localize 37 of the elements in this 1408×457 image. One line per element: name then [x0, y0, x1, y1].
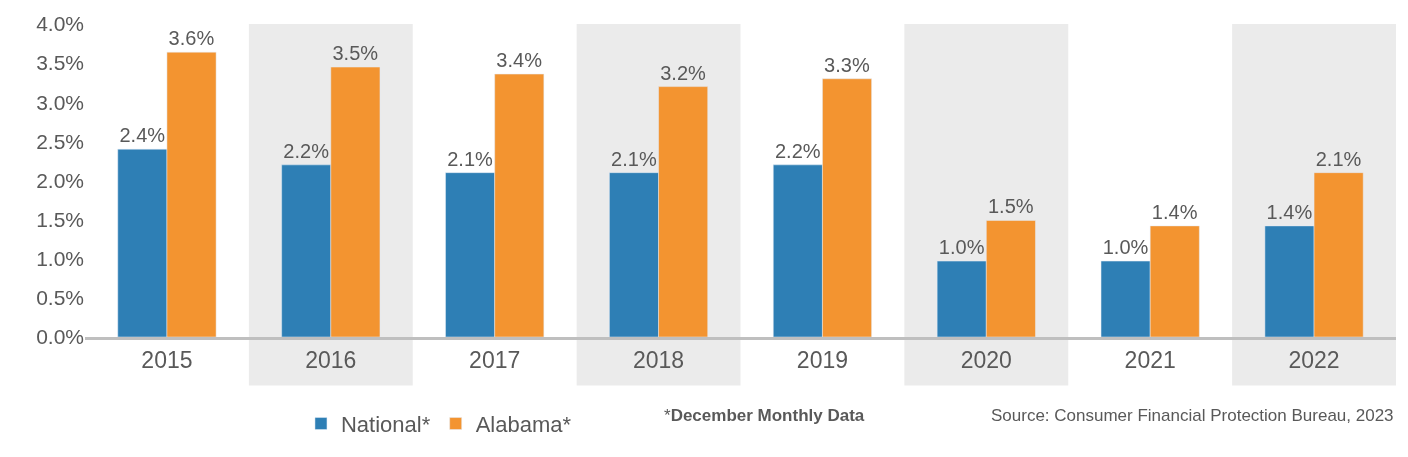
data-label: 3.2%: [660, 61, 707, 84]
data-label: 3.4%: [496, 49, 543, 72]
data-label: 1.0%: [938, 236, 985, 259]
data-label: 1.4%: [1266, 200, 1313, 223]
x-tick-label: 2019: [796, 346, 849, 373]
y-tick-label: 2.5%: [36, 129, 84, 153]
x-tick-label: 2015: [141, 346, 193, 373]
data-label: 1.5%: [987, 195, 1034, 218]
y-tick-label: 4.0%: [36, 12, 84, 36]
y-tick-label: 1.0%: [36, 247, 84, 271]
data-label: 2.1%: [1315, 147, 1362, 170]
data-label: 2.1%: [447, 147, 494, 170]
data-label: 3.3%: [824, 53, 870, 76]
data-label: 2.4%: [119, 124, 166, 147]
legend-label: Alabama*: [475, 412, 572, 438]
y-tick-label: 1.5%: [36, 207, 84, 231]
data-label: 3.6%: [168, 27, 215, 50]
x-tick-label: 2017: [469, 346, 521, 373]
data-label: 3.5%: [332, 42, 379, 65]
legend-label: National*: [340, 412, 431, 438]
data-label: 1.4%: [1151, 200, 1198, 223]
x-tick-label: 2018: [632, 346, 685, 373]
y-tick-label: 2.0%: [36, 168, 84, 192]
data-label: 1.0%: [1102, 236, 1149, 259]
data-label: 2.1%: [611, 147, 657, 170]
data-label: 2.2%: [283, 139, 330, 162]
y-tick-label: 0.0%: [36, 325, 84, 349]
y-tick-label: 3.0%: [36, 90, 84, 114]
x-tick-label: 2020: [960, 346, 1012, 373]
x-tick-label: 2021: [1124, 346, 1176, 373]
data-label: 2.2%: [774, 139, 821, 162]
y-tick-label: 3.5%: [36, 51, 84, 75]
x-tick-label: 2016: [305, 346, 357, 373]
x-tick-label: 2022: [1288, 346, 1340, 373]
y-tick-label: 0.5%: [36, 286, 84, 310]
source-note: Source: Consumer Financial Protection Bureau, 2023: [991, 406, 1394, 425]
text: *December Monthly Data: [664, 406, 865, 425]
